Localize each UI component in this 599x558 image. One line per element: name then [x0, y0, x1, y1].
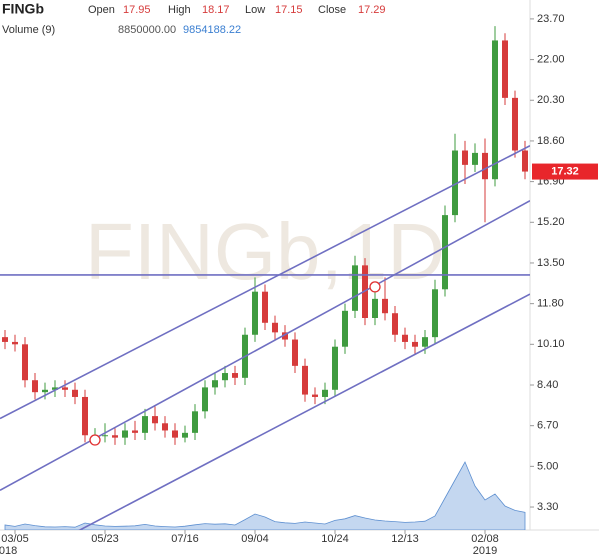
y-tick-label: 3.30	[537, 501, 558, 513]
candle-body	[2, 337, 8, 342]
y-tick-label: 10.10	[537, 338, 565, 350]
x-tick-label: 10/24	[321, 533, 349, 545]
x-tick-label: 12/13	[391, 533, 419, 545]
symbol: FINGb	[2, 1, 44, 17]
candle-body	[262, 291, 268, 323]
header: FINGb Open 17.95 High 18.17 Low 17.15 Cl…	[2, 1, 386, 36]
candle-body	[122, 430, 128, 438]
candle-body	[352, 265, 358, 311]
y-tick-label: 22.00	[537, 53, 565, 65]
year-label: 2019	[473, 545, 497, 557]
candle-body	[502, 40, 508, 98]
y-tick-label: 18.60	[537, 135, 565, 147]
x-tick-label: 02/08	[471, 533, 499, 545]
candle-body	[422, 337, 428, 347]
last-price-label: 17.32	[551, 165, 579, 177]
candle-body	[232, 373, 238, 378]
trend-line	[0, 145, 530, 420]
candle-body	[332, 346, 338, 390]
last-price-tag	[532, 163, 598, 180]
candle-body	[82, 396, 88, 436]
candle-body	[52, 387, 58, 390]
candle-body	[172, 430, 178, 438]
candle-body	[522, 150, 528, 172]
candle-body	[462, 150, 468, 165]
y-tick-label: 15.20	[537, 216, 565, 228]
marker	[369, 281, 381, 293]
y-tick-label: 20.30	[537, 94, 565, 106]
y-tick-label: 11.80	[537, 298, 564, 310]
y-tick-label: 8.40	[537, 379, 558, 391]
candle-body	[302, 365, 308, 395]
x-tick-label: 05/23	[91, 533, 119, 545]
candle-body	[322, 389, 328, 397]
candle-body	[432, 289, 438, 338]
candle-body	[372, 298, 378, 318]
candle-body	[72, 389, 78, 397]
trend-line	[78, 293, 530, 530]
x-tick-label: 07/16	[171, 533, 199, 545]
candle-body	[42, 389, 48, 393]
high-label: High	[168, 4, 191, 16]
high-value: 18.17	[202, 4, 230, 16]
candle-body	[162, 423, 168, 431]
candle-body	[132, 430, 138, 433]
candle-body	[102, 435, 108, 437]
close-label: Close	[318, 4, 346, 16]
candle-body	[22, 344, 28, 381]
y-tick-label: 5.00	[537, 460, 558, 472]
year-label: 2018	[0, 545, 17, 557]
candle-body	[62, 387, 68, 390]
candle-body	[412, 341, 418, 347]
plot-area	[0, 26, 530, 530]
y-tick-label: 6.70	[537, 420, 558, 432]
candle-body	[272, 322, 278, 333]
x-tick-label: 03/05	[1, 533, 29, 545]
open-value: 17.95	[123, 4, 151, 16]
candle-body	[342, 310, 348, 347]
low-value: 17.15	[275, 4, 303, 16]
y-tick-label: 23.70	[537, 13, 565, 25]
x-tick-label: 09/04	[241, 533, 269, 545]
volume-value: 8850000.00	[118, 24, 176, 36]
volume-area	[4, 461, 526, 530]
candle-body	[202, 387, 208, 412]
candle-body	[152, 416, 158, 424]
candle-body	[222, 373, 228, 381]
candle-body	[472, 152, 478, 165]
open-label: Open	[88, 4, 115, 16]
candle-body	[402, 334, 408, 342]
candle-body	[182, 432, 188, 438]
candle-body	[252, 291, 258, 335]
candle-body	[482, 152, 488, 180]
candle-body	[312, 394, 318, 397]
candle-body	[452, 150, 458, 216]
candle-body	[512, 97, 518, 151]
candle-body	[142, 416, 148, 433]
candle-body	[212, 380, 218, 388]
candle-body	[382, 298, 388, 314]
low-label: Low	[245, 4, 265, 16]
volume-value: 9854188.22	[183, 24, 241, 36]
marker	[89, 434, 101, 446]
candle-body	[32, 380, 38, 393]
candle-body	[492, 40, 498, 180]
close-value: 17.29	[358, 4, 386, 16]
candle-body	[292, 339, 298, 366]
candle-body	[442, 215, 448, 290]
y-tick-label: 13.50	[537, 257, 565, 269]
candle-body	[112, 435, 118, 438]
candle-body	[12, 341, 18, 345]
trend-line	[0, 200, 530, 491]
candle-body	[282, 332, 288, 340]
volume-label: Volume (9)	[2, 24, 55, 36]
candle-body	[392, 313, 398, 335]
candle-body	[192, 411, 198, 433]
